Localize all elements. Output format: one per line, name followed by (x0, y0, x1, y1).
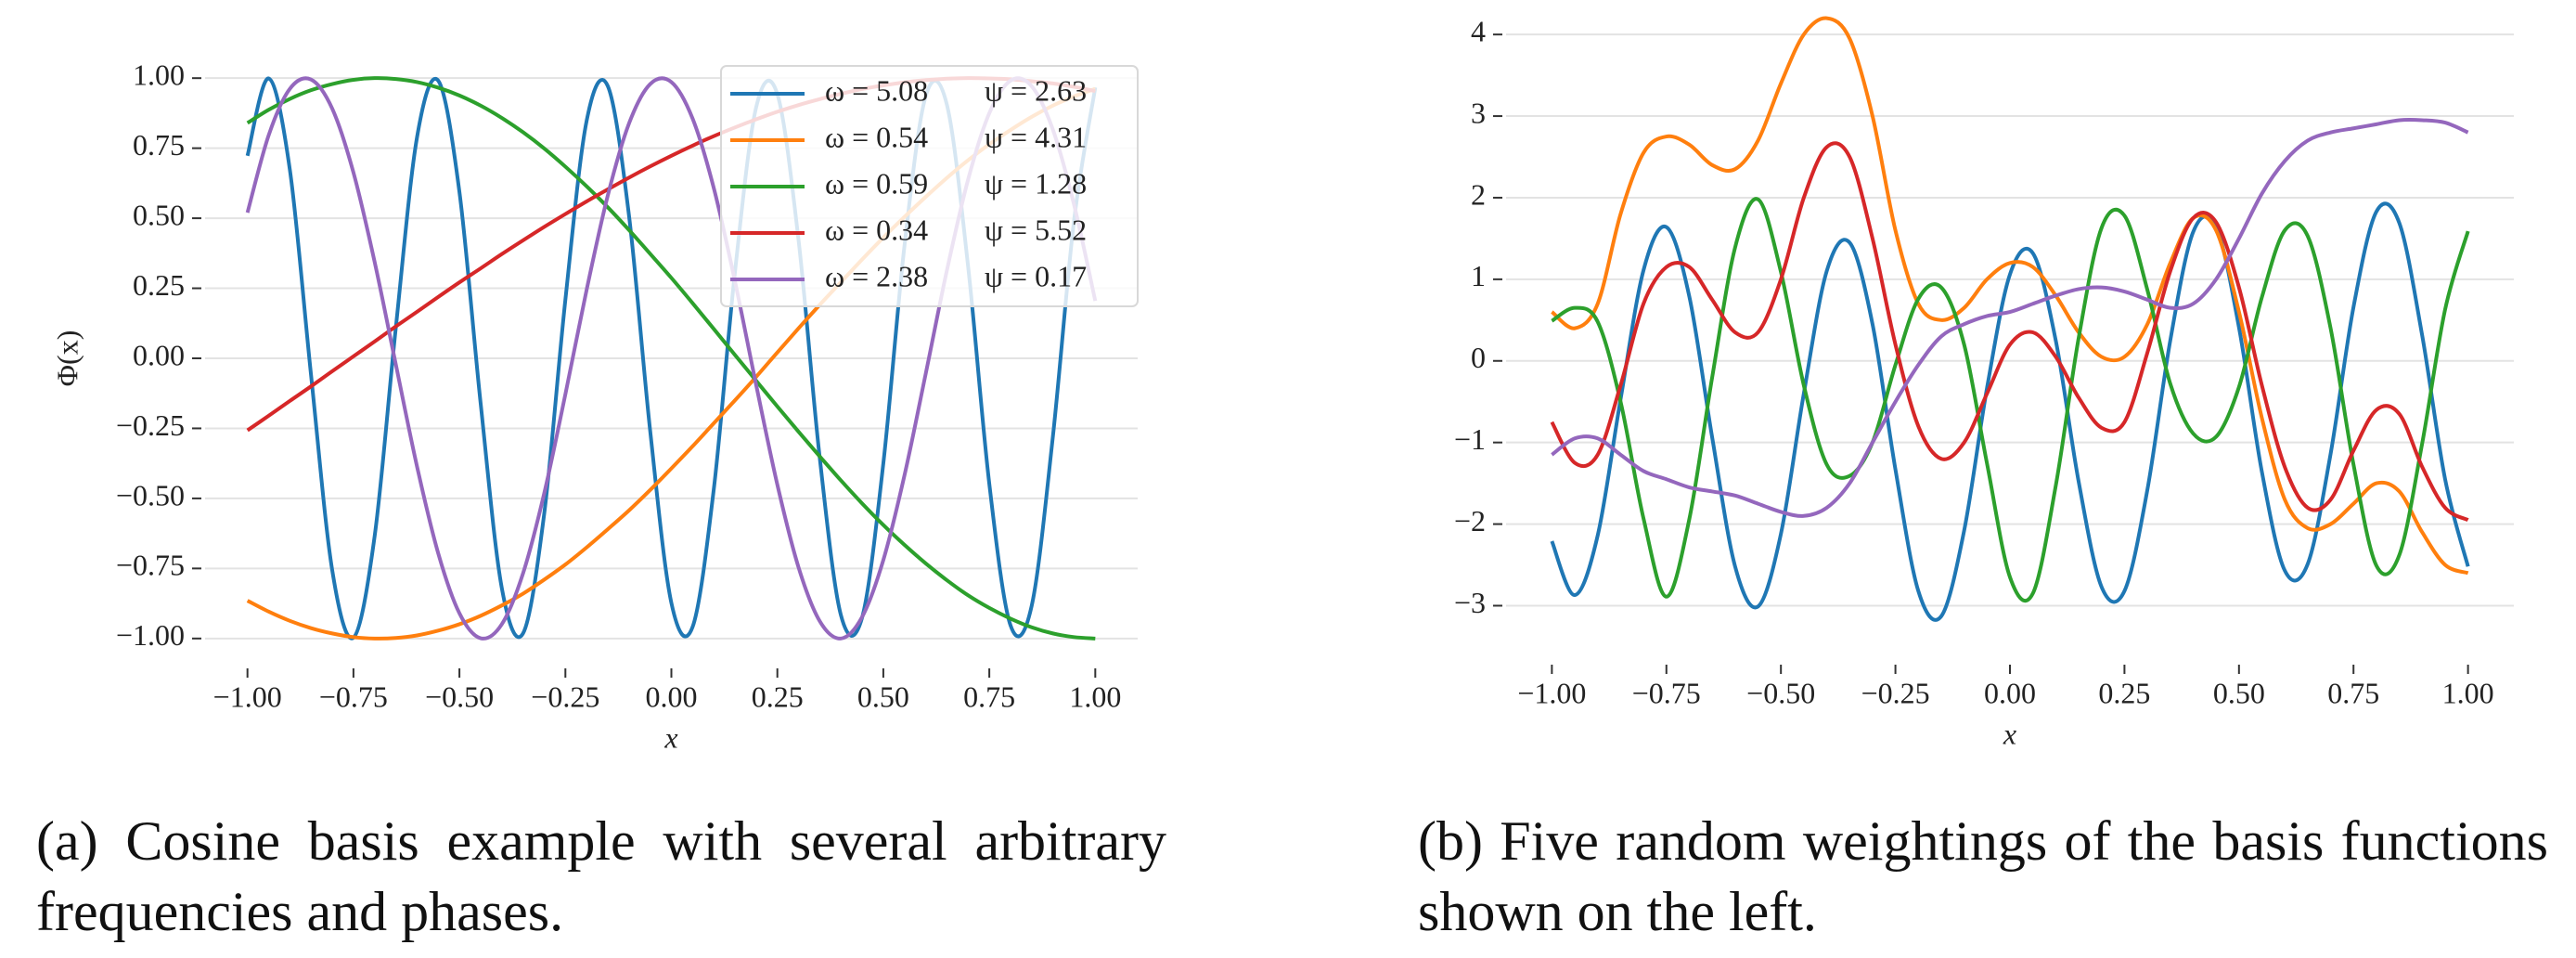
y-tick-label: −1 (1454, 422, 1486, 456)
y-tick-label: 0.00 (133, 338, 185, 371)
caption: (a) Cosine basis example with several ar… (36, 810, 1166, 942)
series-line (246, 76, 1096, 641)
y-tick-label: −2 (1454, 504, 1486, 537)
y-tick-label: −3 (1454, 586, 1486, 619)
x-tick-label: 1.00 (2442, 676, 2494, 709)
y-tick-label: 0.25 (133, 268, 185, 302)
y-tick-label: 3 (1471, 96, 1486, 129)
caption: (b) Five random weightings of the basis … (1418, 810, 2548, 942)
x-tick-label: 0.50 (857, 680, 909, 713)
x-tick-label: 0.75 (2327, 676, 2379, 709)
legend-label: ψ = 5.52 (985, 213, 1087, 246)
x-tick-label: 0.75 (963, 680, 1015, 713)
y-axis-label: Φ(x) (50, 330, 84, 387)
legend-label: ω = 2.38 (825, 259, 928, 292)
legend-label: ω = 5.08 (825, 73, 928, 107)
x-tick-label: −1.00 (213, 680, 282, 713)
x-tick-label: 0.00 (1984, 676, 2036, 709)
x-tick-label: 0.25 (752, 680, 804, 713)
y-tick-label: 0.75 (133, 128, 185, 162)
y-tick-label: −0.75 (116, 549, 185, 582)
legend-label: ω = 0.54 (825, 120, 928, 153)
y-tick-label: −0.50 (116, 478, 185, 511)
x-tick-label: −1.00 (1517, 676, 1586, 709)
legend-label: ω = 0.59 (825, 166, 928, 200)
series-line (1551, 16, 2469, 576)
x-axis-label: x (663, 720, 677, 754)
y-tick-label: 1 (1471, 259, 1486, 292)
y-tick-label: 0 (1471, 341, 1486, 374)
legend-label: ψ = 0.17 (985, 259, 1087, 292)
y-tick-label: 4 (1471, 15, 1486, 48)
x-tick-label: −0.25 (1861, 676, 1930, 709)
x-tick-label: 0.25 (2098, 676, 2150, 709)
series-line (1550, 141, 2469, 523)
x-tick-label: 1.00 (1069, 680, 1121, 713)
legend-label: ψ = 1.28 (985, 166, 1087, 200)
x-tick-label: −0.75 (1632, 676, 1701, 709)
series-line (1551, 197, 2470, 603)
series-line (1551, 118, 2469, 518)
legend-label: ψ = 4.31 (985, 120, 1087, 153)
x-tick-label: 0.50 (2213, 676, 2265, 709)
y-tick-label: 2 (1471, 177, 1486, 211)
x-axis-label: x (2003, 717, 2016, 750)
legend: ω = 5.08 ψ = 2.63 ω = 0.54 ψ = 4.31 ω = 0.59… (720, 65, 1139, 307)
x-tick-label: 0.00 (646, 680, 698, 713)
x-tick-label: −0.75 (319, 680, 388, 713)
legend-box (720, 65, 1139, 307)
legend-label: ω = 0.34 (825, 213, 928, 246)
x-tick-label: −0.50 (1746, 676, 1815, 709)
y-tick-label: −0.25 (116, 408, 185, 442)
x-tick-label: −0.50 (425, 680, 494, 713)
y-tick-label: 1.00 (133, 58, 185, 92)
figure: −1.00 −0.75 −0.50 −0.25 0.00 0.25 0.50 0.75 1.00… (50, 15, 2514, 754)
x-tick-label: −0.25 (531, 680, 599, 713)
y-tick-label: −1.00 (116, 618, 185, 652)
y-tick-label: 0.50 (133, 198, 185, 231)
legend-label: ψ = 2.63 (985, 73, 1087, 107)
